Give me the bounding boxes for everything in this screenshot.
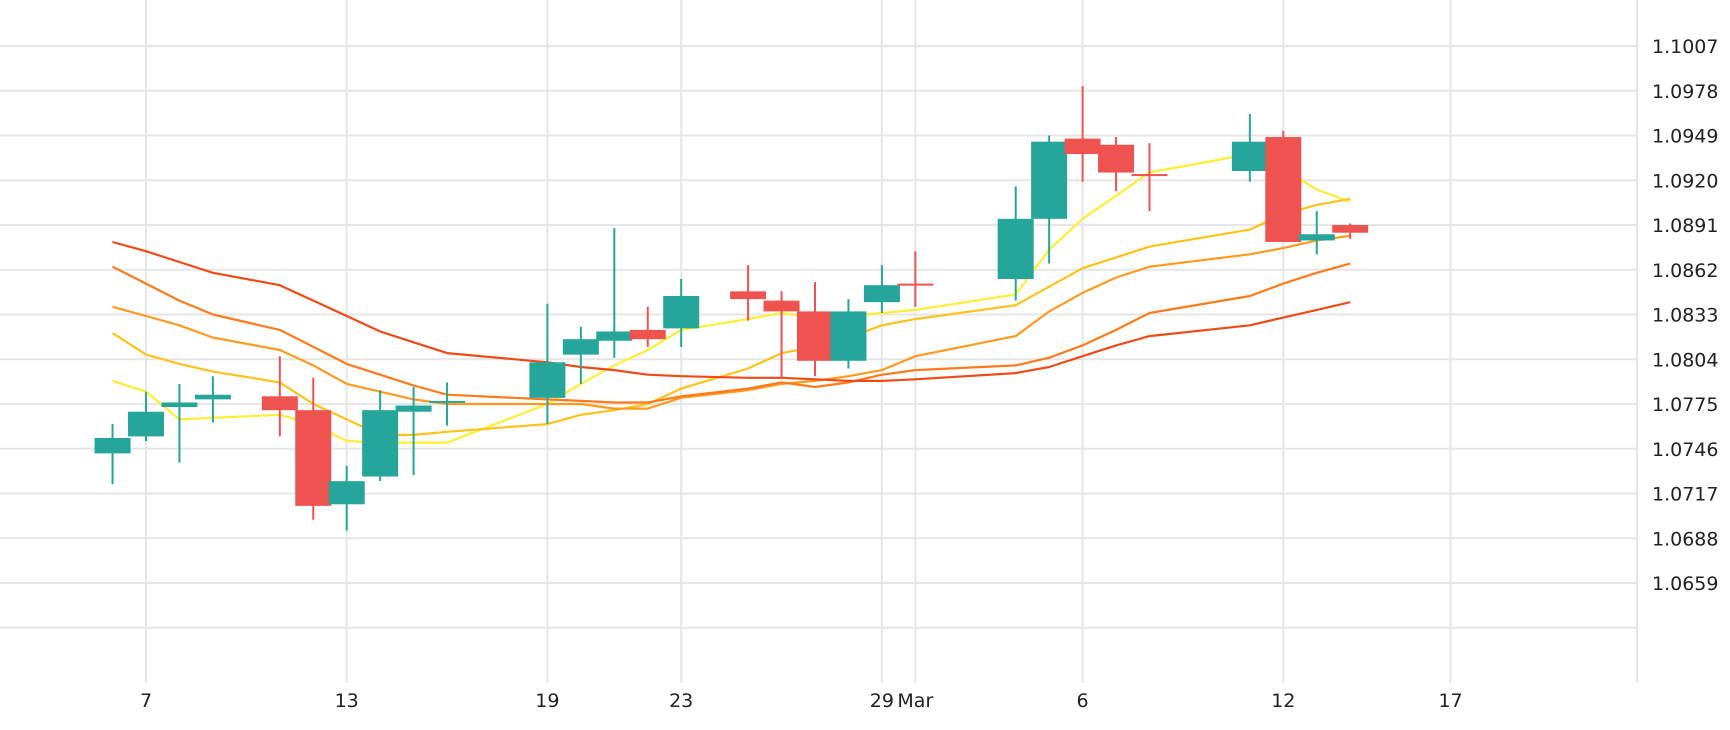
candle [1231, 113, 1268, 182]
y-tick-label: 1.0833 [1652, 305, 1718, 327]
candle [128, 391, 164, 442]
x-tick-label: 17 [1438, 690, 1462, 712]
candle [763, 291, 800, 378]
x-tick-label: 29 [870, 690, 894, 712]
candle [1298, 211, 1335, 255]
candle-body [395, 405, 432, 412]
candle-body [997, 218, 1034, 280]
candle-body [562, 339, 599, 355]
candle-body [328, 481, 365, 505]
candle-body [1265, 137, 1302, 242]
candle-body [663, 295, 700, 329]
candle [395, 387, 432, 475]
candle-body [429, 400, 466, 403]
candle-body [1098, 144, 1135, 173]
candle-body [161, 402, 198, 408]
candle [997, 186, 1034, 301]
candle [429, 382, 466, 426]
candle [797, 282, 833, 377]
candle [328, 465, 365, 531]
x-tick-label: 12 [1271, 690, 1295, 712]
candle [295, 377, 332, 520]
y-axis-tick-labels: 1.1007 1.0978 1.0949 1.0920 1.0891 1.0862 1.08… [1652, 36, 1718, 595]
candle [94, 424, 131, 485]
y-tick-label: 1.0717 [1652, 484, 1718, 506]
candle-body [1064, 138, 1101, 155]
candle-body [830, 311, 867, 361]
candle-body [629, 329, 666, 340]
candle [562, 326, 599, 384]
x-tick-label: 6 [1077, 690, 1089, 712]
candle [362, 390, 399, 482]
y-tick-label: 1.1007 [1652, 36, 1718, 58]
candle-body [295, 410, 332, 506]
y-tick-label: 1.0862 [1652, 260, 1718, 282]
candle-body [863, 285, 900, 303]
candle-body [529, 362, 566, 398]
candle-body [730, 291, 767, 300]
moving-average-line-2 [111, 197, 1351, 436]
x-tick-label: 13 [335, 690, 359, 712]
y-tick-label: 1.0775 [1652, 394, 1718, 416]
candle-body [897, 283, 934, 286]
candle-body [362, 410, 399, 477]
candle [261, 356, 298, 437]
y-tick-label: 1.0949 [1652, 126, 1718, 148]
x-tick-label: 19 [535, 690, 559, 712]
candle [1131, 143, 1168, 212]
candle-body [261, 396, 298, 411]
candle-body [797, 311, 833, 361]
candle-body [1332, 225, 1369, 233]
candle [529, 303, 566, 425]
candle [1265, 130, 1302, 242]
candle-body [1031, 141, 1068, 219]
x-tick-label: 7 [140, 690, 152, 712]
candles [94, 86, 1369, 531]
candle [1332, 223, 1369, 239]
y-tick-label: 1.0659 [1652, 573, 1718, 595]
candle [663, 279, 700, 347]
y-tick-label: 1.0891 [1652, 215, 1718, 237]
x-tick-label: Mar [897, 690, 933, 712]
candle [897, 251, 934, 307]
candle [596, 228, 633, 358]
moving-average-line-4 [112, 262, 1351, 404]
moving-average-line-5 [112, 240, 1351, 382]
candle-body [1131, 174, 1168, 177]
candle-body [596, 331, 633, 341]
y-tick-label: 1.0688 [1652, 528, 1718, 550]
candle [629, 306, 666, 347]
candle [1031, 135, 1068, 264]
y-tick-label: 1.0804 [1652, 349, 1718, 371]
y-tick-label: 1.0978 [1652, 81, 1718, 103]
candle [161, 383, 198, 463]
candle [1098, 137, 1135, 192]
candle-body [128, 411, 164, 437]
candle-body [763, 300, 800, 312]
candle-body [1231, 141, 1268, 171]
x-tick-label: 23 [669, 690, 693, 712]
moving-average-line-3 [112, 234, 1351, 410]
candle [194, 376, 231, 423]
candle [1064, 86, 1101, 182]
y-tick-label: 1.0746 [1652, 439, 1718, 461]
candle [830, 299, 867, 369]
candle [730, 265, 767, 321]
candle-body [1298, 234, 1335, 241]
candle-body [194, 394, 231, 400]
candle-body [94, 437, 131, 454]
x-axis-tick-labels: 7 13 19 23 29 Mar 6 12 17 [140, 690, 1463, 712]
candle [863, 265, 900, 313]
y-tick-label: 1.0920 [1652, 170, 1718, 192]
